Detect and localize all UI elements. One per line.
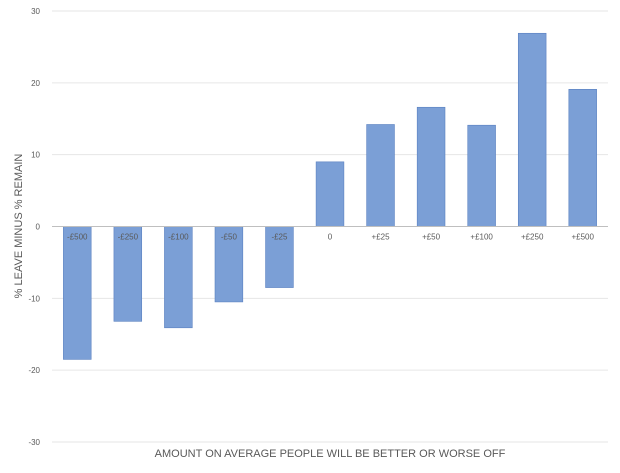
bar	[214, 226, 244, 303]
bar	[568, 88, 597, 227]
bar	[315, 161, 345, 227]
bars	[63, 32, 597, 360]
x-category-label: -£250	[118, 233, 139, 242]
x-category-label: +£25	[372, 233, 391, 242]
x-category-label: -£50	[221, 233, 238, 242]
y-tick-label: -20	[28, 366, 40, 375]
bar	[467, 124, 496, 227]
bar	[164, 226, 193, 329]
bar	[113, 226, 143, 322]
x-category-label: -£100	[168, 233, 189, 242]
x-axis-title: AMOUNT ON AVERAGE PEOPLE WILL BE BETTER …	[155, 448, 506, 460]
bar	[416, 106, 446, 227]
x-category-label: +£50	[422, 233, 441, 242]
y-tick-label: 0	[36, 223, 41, 232]
y-tick-label: -30	[28, 438, 40, 447]
y-tick-label: 30	[31, 7, 40, 16]
x-category-label: -£25	[271, 233, 288, 242]
x-category-label: +£500	[571, 233, 594, 242]
bar	[366, 124, 395, 227]
y-tick-label: -10	[28, 294, 40, 303]
x-category-label: +£250	[521, 233, 544, 242]
category-labels: -£500 -£250 -£100 -£50 -£25 0 +£25 +£50 +£100 +£2…	[67, 233, 594, 242]
x-category-label: -£500	[67, 233, 88, 242]
y-axis-ticks: 30 20 10 0 -10 -20 -30	[28, 7, 40, 447]
y-axis-title: % LEAVE MINUS % REMAIN	[13, 154, 25, 299]
y-tick-label: 20	[31, 79, 40, 88]
y-tick-label: 10	[31, 151, 40, 160]
bar	[517, 32, 547, 227]
x-category-label: 0	[328, 233, 333, 242]
x-category-label: +£100	[470, 233, 493, 242]
bar	[63, 226, 92, 360]
